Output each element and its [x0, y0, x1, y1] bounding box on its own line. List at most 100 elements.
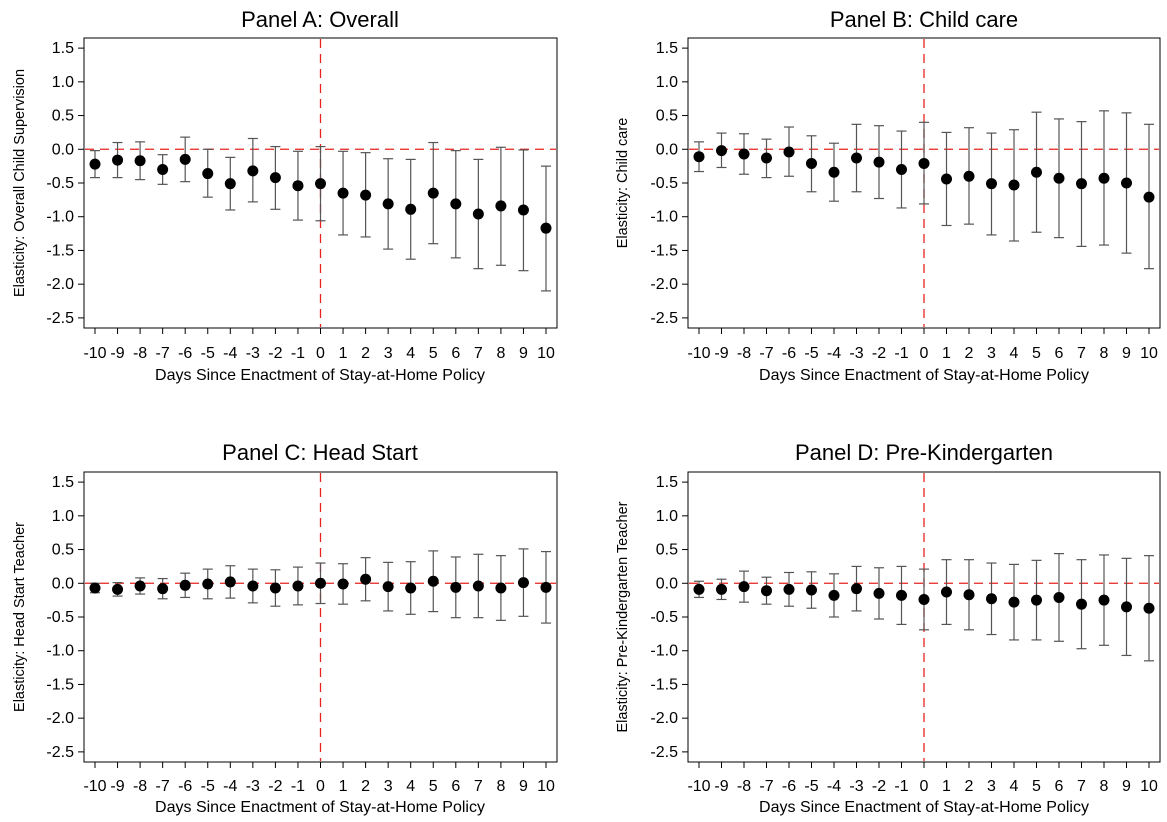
x-tick-label: 1 [339, 778, 348, 795]
x-tick-label: -8 [737, 778, 751, 795]
x-tick-label: 5 [429, 778, 438, 795]
x-tick-label: 1 [339, 345, 348, 362]
x-tick-label: -7 [156, 778, 170, 795]
x-tick-label: 5 [1032, 778, 1041, 795]
x-tick-label: 9 [1122, 778, 1131, 795]
data-point [179, 579, 191, 591]
x-tick-label: -1 [894, 778, 908, 795]
data-point [1098, 172, 1110, 184]
y-tick-label: 0.0 [52, 141, 74, 158]
data-point [1008, 179, 1020, 191]
data-point [1098, 594, 1110, 606]
data-point [1121, 601, 1132, 613]
x-tick-label: -9 [110, 345, 124, 362]
x-tick-label: -8 [737, 345, 751, 362]
data-point [292, 180, 304, 192]
x-tick-label: -5 [804, 345, 818, 362]
data-point [851, 583, 862, 595]
x-tick-label: 8 [1100, 345, 1109, 362]
y-tick-label: -1.0 [650, 209, 678, 226]
data-point [1121, 177, 1132, 189]
x-tick-label: 8 [496, 345, 505, 362]
data-point [134, 155, 146, 167]
data-point [269, 582, 281, 594]
x-tick-label: 6 [1055, 345, 1064, 362]
data-point [247, 165, 259, 177]
data-point [202, 168, 214, 180]
x-tick-label: 4 [406, 778, 415, 795]
panel-title: Panel C: Head Start [222, 440, 418, 465]
y-tick-label: -2.5 [46, 310, 74, 327]
y-tick-label: 0.0 [52, 575, 74, 592]
y-tick-label: -2.5 [46, 744, 74, 761]
x-tick-label: -3 [849, 778, 863, 795]
x-tick-label: 2 [361, 778, 370, 795]
data-point [247, 580, 259, 592]
y-tick-label: 1.5 [656, 40, 678, 57]
x-tick-label: -6 [178, 778, 192, 795]
x-tick-label: 1 [942, 345, 951, 362]
data-point [761, 585, 772, 597]
x-tick-label: -2 [268, 345, 282, 362]
x-tick-label: 3 [384, 778, 393, 795]
x-tick-label: -1 [894, 345, 908, 362]
x-tick-label: 6 [451, 345, 460, 362]
data-point [806, 584, 817, 596]
y-tick-label: 0.5 [52, 108, 74, 125]
data-point [1076, 598, 1087, 610]
x-tick-label: -7 [759, 778, 773, 795]
x-tick-label: -5 [804, 778, 818, 795]
data-point [693, 583, 705, 595]
y-tick-label: -1.0 [46, 643, 74, 660]
x-tick-label: -10 [687, 778, 710, 795]
x-tick-label: -6 [782, 345, 796, 362]
y-axis-label: Elasticity: Head Start Teacher [12, 522, 28, 712]
data-point [405, 582, 417, 594]
data-point [134, 580, 146, 592]
x-tick-label: -5 [201, 778, 215, 795]
data-point [1143, 191, 1155, 203]
y-axis-label: Elasticity: Child care [615, 118, 631, 249]
x-tick-label: 7 [1077, 778, 1086, 795]
x-tick-label: 8 [496, 778, 505, 795]
x-tick-label: -4 [827, 778, 841, 795]
x-tick-label: -9 [714, 778, 728, 795]
data-point [716, 583, 727, 595]
data-point [693, 151, 705, 163]
data-point [450, 198, 462, 210]
x-tick-label: -7 [759, 345, 773, 362]
x-tick-label: 10 [537, 345, 555, 362]
x-tick-label: -4 [827, 345, 841, 362]
y-tick-label: -1.5 [650, 676, 678, 693]
x-tick-label: 0 [920, 345, 929, 362]
y-tick-label: 1.0 [656, 74, 678, 91]
data-point [112, 583, 124, 595]
x-tick-label: -9 [714, 345, 728, 362]
data-point [873, 587, 885, 599]
data-point [337, 578, 349, 590]
x-tick-label: 9 [519, 778, 528, 795]
data-point [472, 208, 484, 220]
y-tick-label: -1.0 [650, 643, 678, 660]
x-tick-label: -8 [133, 345, 147, 362]
x-tick-label: 10 [1140, 778, 1158, 795]
data-point [157, 164, 169, 176]
x-tick-label: -1 [291, 778, 305, 795]
y-tick-label: -1.0 [46, 209, 74, 226]
data-point [89, 582, 101, 594]
x-tick-label: 1 [942, 778, 951, 795]
chart-panel-3: Panel C: Head Start 1.5 1.0 0.5 0.0 -0.5 -1.0 -… [12, 440, 558, 816]
y-tick-label: 0.5 [656, 108, 678, 125]
data-point [986, 593, 997, 605]
x-tick-label: 7 [474, 345, 483, 362]
data-point [806, 157, 817, 169]
x-tick-label: 6 [1055, 778, 1064, 795]
y-tick-label: -2.0 [650, 710, 678, 727]
y-tick-label: -1.5 [46, 676, 74, 693]
x-tick-label: 3 [987, 345, 996, 362]
x-tick-label: -10 [83, 345, 106, 362]
y-tick-label: -2.5 [650, 310, 678, 327]
data-point [963, 170, 975, 182]
x-tick-label: -9 [110, 778, 124, 795]
